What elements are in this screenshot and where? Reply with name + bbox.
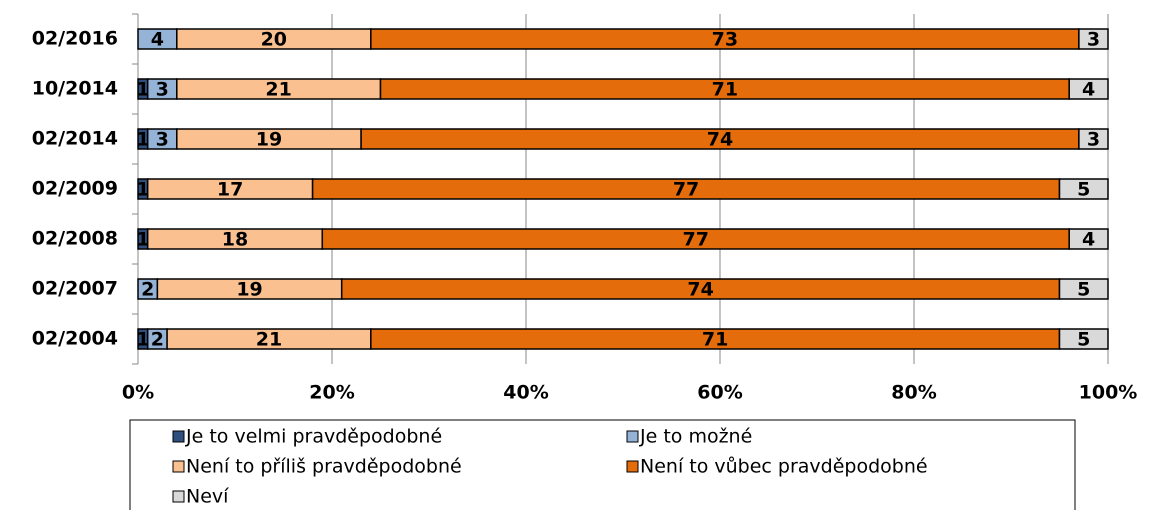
legend-swatch (172, 490, 185, 503)
data-label: 77 (683, 229, 709, 251)
legend-swatch (626, 430, 639, 443)
data-label: 74 (707, 129, 733, 151)
legend-label: Není to příliš pravděpodobné (186, 456, 462, 478)
bar-segment (1058, 278, 1109, 300)
legend-label: Není to vůbec pravděpodobné (640, 456, 928, 478)
data-label: 1 (136, 329, 149, 351)
bar-segment (1078, 128, 1109, 150)
legend-label: Je to velmi pravděpodobné (185, 426, 442, 448)
data-label: 73 (712, 29, 738, 51)
data-label: 2 (151, 329, 164, 351)
legend-label: Je to možné (639, 426, 752, 448)
data-label: 71 (712, 79, 738, 101)
data-label: 4 (1082, 79, 1095, 101)
data-label: 3 (156, 79, 169, 101)
x-tick-label: 80% (891, 382, 936, 404)
bar-segment (1068, 78, 1109, 100)
data-label: 1 (136, 129, 149, 151)
legend-swatch (626, 460, 639, 473)
legend-label: Neví (186, 486, 229, 508)
data-label: 5 (1077, 279, 1090, 301)
x-tick-label: 60% (697, 382, 742, 404)
data-label: 19 (256, 129, 282, 151)
y-tick-label: 02/2007 (32, 278, 118, 300)
y-tick-label: 02/2009 (32, 178, 118, 200)
data-label: 5 (1077, 179, 1090, 201)
data-label: 71 (702, 329, 728, 351)
data-label: 20 (261, 29, 287, 51)
data-label: 3 (1087, 129, 1100, 151)
y-tick-label: 02/2014 (32, 128, 118, 150)
legend-box (129, 419, 1076, 510)
data-label: 3 (156, 129, 169, 151)
data-label: 1 (136, 229, 149, 251)
data-label: 21 (265, 79, 291, 101)
data-label: 21 (256, 329, 282, 351)
y-tick-label: 02/2008 (32, 228, 118, 250)
data-label: 5 (1077, 329, 1090, 351)
x-tick-label: 40% (503, 382, 548, 404)
legend-swatch (172, 430, 185, 443)
y-tick-label: 02/2004 (32, 328, 118, 350)
bar-segment (1078, 28, 1109, 50)
data-label: 1 (136, 179, 149, 201)
bar-segment (1058, 178, 1109, 200)
x-tick-label: 100% (1079, 382, 1138, 404)
y-tick-label: 02/2016 (32, 28, 118, 50)
x-tick-label: 20% (309, 382, 354, 404)
data-label: 3 (1087, 29, 1100, 51)
data-label: 17 (217, 179, 243, 201)
data-label: 4 (151, 29, 164, 51)
x-tick-label: 0% (122, 382, 154, 404)
data-label: 2 (141, 279, 154, 301)
data-label: 4 (1082, 229, 1095, 251)
data-label: 77 (673, 179, 699, 201)
y-tick-label: 10/2014 (32, 78, 118, 100)
bar-segment (1068, 228, 1109, 250)
data-label: 18 (222, 229, 248, 251)
data-label: 19 (236, 279, 262, 301)
legend-swatch (172, 460, 185, 473)
data-label: 1 (136, 79, 149, 101)
bar-segment (1058, 328, 1109, 350)
data-label: 74 (687, 279, 713, 301)
